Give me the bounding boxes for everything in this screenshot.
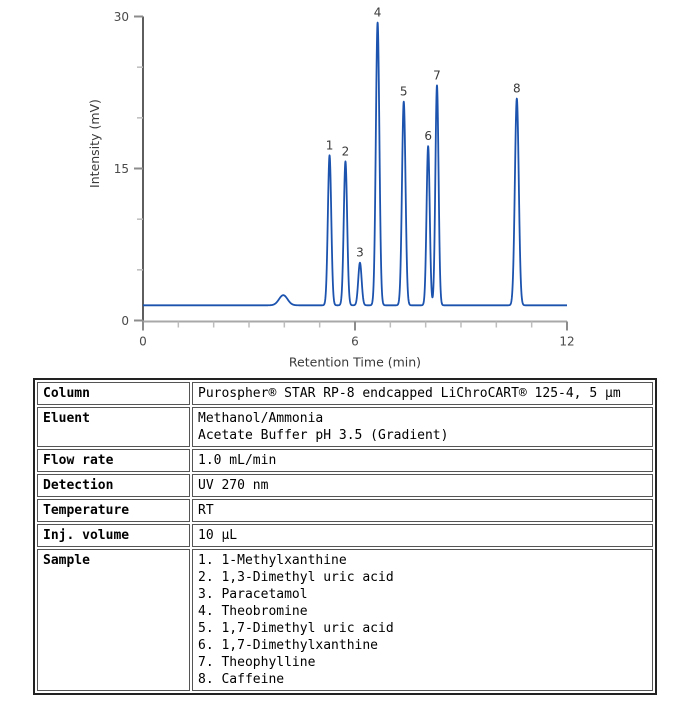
peak-label-2: 2 [342,144,350,158]
chromatogram-figure: 0 15 30 0 6 12 Retention Time (min) Intensity (… [87,6,575,370]
row-value-line: 1. 1-Methylxanthine [198,553,347,568]
row-label: Detection [37,474,190,497]
row-value-line: RT [198,503,214,518]
row-value-line: Purospher® STAR RP-8 endcapped LiChroCAR… [198,386,621,401]
table-row-flow-rate: Flow rate 1.0 mL/min [37,449,653,472]
peak-label-5: 5 [400,85,408,99]
x-tick-label: 12 [559,335,574,349]
row-value-line: 7. Theophylline [198,655,316,670]
row-value: 10 µL [192,524,653,547]
row-label: Temperature [37,499,190,522]
row-value: 1. 1-Methylxanthine 2. 1,3-Dimethyl uric … [192,549,653,691]
table-row-temperature: Temperature RT [37,499,653,522]
x-tick-label: 0 [139,335,147,349]
row-label: Inj. volume [37,524,190,547]
x-tick-label: 6 [351,335,359,349]
row-value-line: 6. 1,7-Dimethylxanthine [198,638,379,653]
row-value-line: 10 µL [198,528,238,543]
row-value: Purospher® STAR RP-8 endcapped LiChroCAR… [192,382,653,405]
row-value-line: 4. Theobromine [198,604,308,619]
peak-label-3: 3 [356,246,364,260]
y-tick-label: 30 [114,10,129,24]
table-row-column: Column Purospher® STAR RP-8 endcapped LiC… [37,382,653,405]
x-axis-title: Retention Time (min) [289,355,421,370]
table-row-inj-volume: Inj. volume 10 µL [37,524,653,547]
method-table-body: Column Purospher® STAR RP-8 endcapped LiC… [37,382,653,691]
row-value: 1.0 mL/min [192,449,653,472]
row-label: Eluent [37,407,190,447]
row-label: Flow rate [37,449,190,472]
peak-label-4: 4 [374,6,382,20]
peak-label-7: 7 [433,68,441,82]
row-value-line: Acetate Buffer pH 3.5 (Gradient) [198,428,449,443]
chromatogram-trace [142,21,568,307]
method-table: Column Purospher® STAR RP-8 endcapped LiC… [33,378,657,695]
y-tick-label: 0 [121,314,129,328]
row-value-line: UV 270 nm [198,478,269,493]
table-row-eluent: Eluent Methanol/Ammonia Acetate Buffer pH … [37,407,653,447]
peak-label-1: 1 [326,138,334,152]
row-value-line: 5. 1,7-Dimethyl uric acid [198,621,394,636]
row-value-line: 1.0 mL/min [198,453,277,468]
row-value: UV 270 nm [192,474,653,497]
row-label: Sample [37,549,190,691]
peak-label-8: 8 [513,82,521,96]
row-value-line: 8. Caffeine [198,672,285,687]
y-axis-title: Intensity (mV) [87,99,102,188]
peak-label-6: 6 [424,129,432,143]
table-row-sample: Sample 1. 1-Methylxanthine 2. 1,3-Dimethyl… [37,549,653,691]
table-row-detection: Detection UV 270 nm [37,474,653,497]
row-value-line: 2. 1,3-Dimethyl uric acid [198,570,394,585]
row-value-line: Methanol/Ammonia [198,411,324,426]
row-value: Methanol/Ammonia Acetate Buffer pH 3.5 (G… [192,407,653,447]
y-tick-label: 15 [114,162,129,176]
row-value-line: 3. Paracetamol [198,587,308,602]
row-value: RT [192,499,653,522]
row-label: Column [37,382,190,405]
